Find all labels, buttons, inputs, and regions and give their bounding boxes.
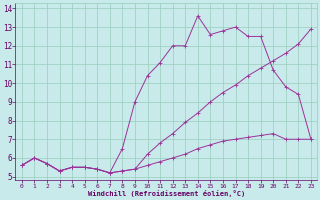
X-axis label: Windchill (Refroidissement éolien,°C): Windchill (Refroidissement éolien,°C) (88, 190, 245, 197)
